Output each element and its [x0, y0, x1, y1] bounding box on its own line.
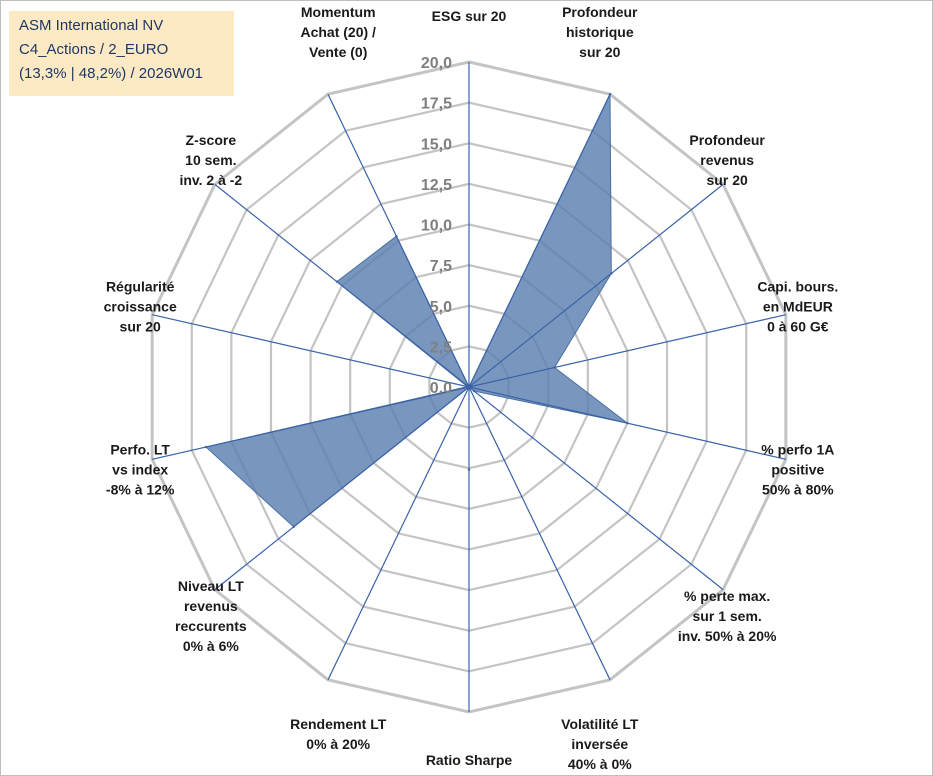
- radar-axis-labels: Note ESG sur 20 Profondeur historique sur 20…: [104, 1, 839, 775]
- axis-label: % perfo 1A positive 50% à 80%: [761, 441, 834, 497]
- axis-label-line: Vente (0): [309, 44, 367, 60]
- axis-label: % perte max. sur 1 sem. inv. 50% à 20%: [678, 588, 777, 644]
- chart-title-box: ASM International NV C4_Actions / 2_EURO…: [9, 11, 234, 96]
- axis-label: Régularité croissance sur 20: [104, 279, 177, 335]
- axis-spoke: [468, 183, 724, 388]
- tick-label: 2,5: [430, 339, 452, 356]
- tick-label: 17,5: [421, 96, 452, 113]
- axis-label-line: sur 20: [120, 319, 161, 335]
- axis-spoke: [152, 314, 470, 388]
- axis-label: Profondeur historique sur 20: [562, 4, 638, 60]
- axis-label: Z-score 10 sem. inv. 2 à -2: [179, 132, 242, 188]
- axis-label: Momentum Achat (20) / Vente (0): [300, 4, 376, 60]
- axis-label-line: Niveau LT: [178, 578, 244, 594]
- axis-label: Note ESG sur 20: [432, 1, 507, 24]
- radar-spokes: [152, 62, 786, 712]
- axis-label-line: -8% à 12%: [106, 481, 175, 497]
- axis-spoke: [468, 93, 611, 388]
- axis-label-line: en MdEUR: [763, 299, 833, 315]
- axis-label-line: % perte max.: [684, 588, 770, 604]
- axis-label-line: sur 1 sem.: [693, 608, 762, 624]
- tick-label: 20,0: [421, 55, 452, 72]
- axis-label: Capi. bours. en MdEUR 0 à 60 G€: [757, 279, 838, 335]
- axis-label-line: revenus: [700, 152, 754, 168]
- axis-label-line: Z-score: [186, 132, 237, 148]
- title-company: ASM International NV: [19, 17, 164, 34]
- axis-spoke: [214, 183, 470, 388]
- axis-spoke: [468, 386, 611, 681]
- axis-label-line: inv. 50% à 20%: [678, 628, 777, 644]
- tick-label: 15,0: [421, 136, 452, 153]
- tick-label: 0,0: [430, 380, 452, 397]
- axis-label-line: 0 à 60 G€: [767, 319, 829, 335]
- axis-label: Ratio Sharpe 0 à 1: [426, 752, 513, 775]
- axis-label-line: inversée: [571, 736, 628, 752]
- axis-label-line: 0% à 20%: [306, 736, 370, 752]
- radar-ticks: 0,0 2,5 5,0 7,5 10,0 12,5 15,0 17,5 20,0: [421, 55, 452, 397]
- tick-label: 5,0: [430, 299, 452, 316]
- axis-spoke: [327, 93, 470, 388]
- axis-label-line: historique: [566, 24, 634, 40]
- axis-label-line: % perfo 1A: [761, 441, 834, 457]
- axis-label-line: reccurents: [175, 618, 247, 634]
- axis-label-line: 40% à 0%: [568, 756, 632, 772]
- axis-label-line: Profondeur: [562, 4, 638, 20]
- axis-spoke: [327, 386, 470, 681]
- axis-label-line: revenus: [184, 598, 238, 614]
- title-stats: (13,3% | 48,2%) / 2026W01: [19, 65, 203, 82]
- tick-label: 7,5: [430, 258, 452, 275]
- axis-label-line: vs index: [112, 461, 168, 477]
- axis-label-line: 10 sem.: [185, 152, 236, 168]
- axis-label-line: 50% à 80%: [762, 481, 834, 497]
- axis-label-line: Volatilité LT: [561, 716, 639, 732]
- axis-label-line: croissance: [104, 299, 177, 315]
- axis-label-line: Momentum: [301, 4, 376, 20]
- axis-label: Volatilité LT inversée 40% à 0%: [561, 716, 639, 772]
- axis-spoke: [468, 386, 786, 460]
- axis-label-line: 0% à 6%: [183, 638, 240, 654]
- axis-label: Niveau LT revenus reccurents 0% à 6%: [175, 578, 247, 654]
- axis-label-line: inv. 2 à -2: [179, 172, 242, 188]
- axis-spoke: [468, 314, 786, 388]
- axis-label-line: 0 à 1: [453, 772, 484, 775]
- axis-label-line: sur 20: [707, 172, 748, 188]
- axis-spoke: [152, 386, 470, 460]
- title-category: C4_Actions / 2_EURO: [19, 41, 169, 58]
- axis-label-line: Régularité: [106, 279, 175, 295]
- tick-label: 10,0: [421, 218, 452, 235]
- axis-spoke: [468, 386, 724, 591]
- axis-label-line: Profondeur: [689, 132, 765, 148]
- axis-label-line: Rendement LT: [290, 716, 387, 732]
- axis-label-line: Ratio Sharpe: [426, 752, 513, 768]
- axis-label: Profondeur revenus sur 20: [689, 132, 765, 188]
- axis-label-line: ESG sur 20: [432, 8, 507, 24]
- axis-label: Rendement LT 0% à 20%: [290, 716, 387, 752]
- axis-label-line: Achat (20) /: [300, 24, 376, 40]
- tick-label: 12,5: [421, 177, 452, 194]
- axis-label-line: Capi. bours.: [757, 279, 838, 295]
- axis-label: Perfo. LT vs index -8% à 12%: [106, 441, 175, 497]
- axis-label-line: Perfo. LT: [110, 441, 170, 457]
- axis-spoke: [214, 386, 470, 591]
- axis-label-line: positive: [771, 461, 824, 477]
- axis-label-line: Note: [453, 1, 484, 4]
- axis-label-line: sur 20: [579, 44, 620, 60]
